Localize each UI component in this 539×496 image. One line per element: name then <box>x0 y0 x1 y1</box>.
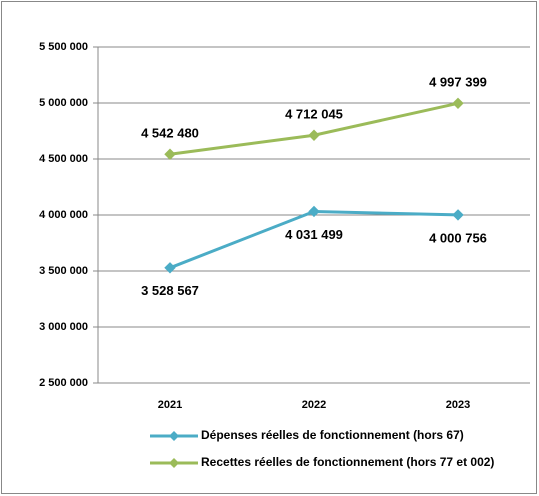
y-tick-label: 5 500 000 <box>39 41 88 53</box>
point <box>164 148 176 160</box>
x-tick-label: 2023 <box>446 399 470 411</box>
y-tick-label: 3 500 000 <box>39 265 88 277</box>
data-label: 4 712 045 <box>285 107 343 122</box>
y-tick-label: 5 000 000 <box>39 97 88 109</box>
point <box>452 97 464 109</box>
point <box>164 262 176 274</box>
point <box>308 205 320 218</box>
legend-marker <box>169 458 179 468</box>
point <box>452 209 464 221</box>
y-tick-label: 4 000 000 <box>39 209 88 221</box>
point <box>308 129 320 141</box>
x-tick-label: 2022 <box>302 399 326 411</box>
x-tick-label: 2021 <box>158 399 182 411</box>
data-label: 3 528 567 <box>141 283 199 298</box>
legend-label: Recettes réelles de fonctionnement (hors… <box>201 455 494 469</box>
legend-label: Dépenses réelles de fonctionnement (hors… <box>201 428 464 442</box>
y-tick-label: 4 500 000 <box>39 153 88 165</box>
data-label: 4 997 399 <box>429 75 487 90</box>
legend-marker <box>169 431 179 441</box>
data-label: 4 031 499 <box>285 227 343 242</box>
y-tick-label: 2 500 000 <box>39 377 88 389</box>
y-tick-label: 3 000 000 <box>39 321 88 333</box>
data-label: 4 000 756 <box>429 230 487 245</box>
data-label: 4 542 480 <box>141 126 199 141</box>
